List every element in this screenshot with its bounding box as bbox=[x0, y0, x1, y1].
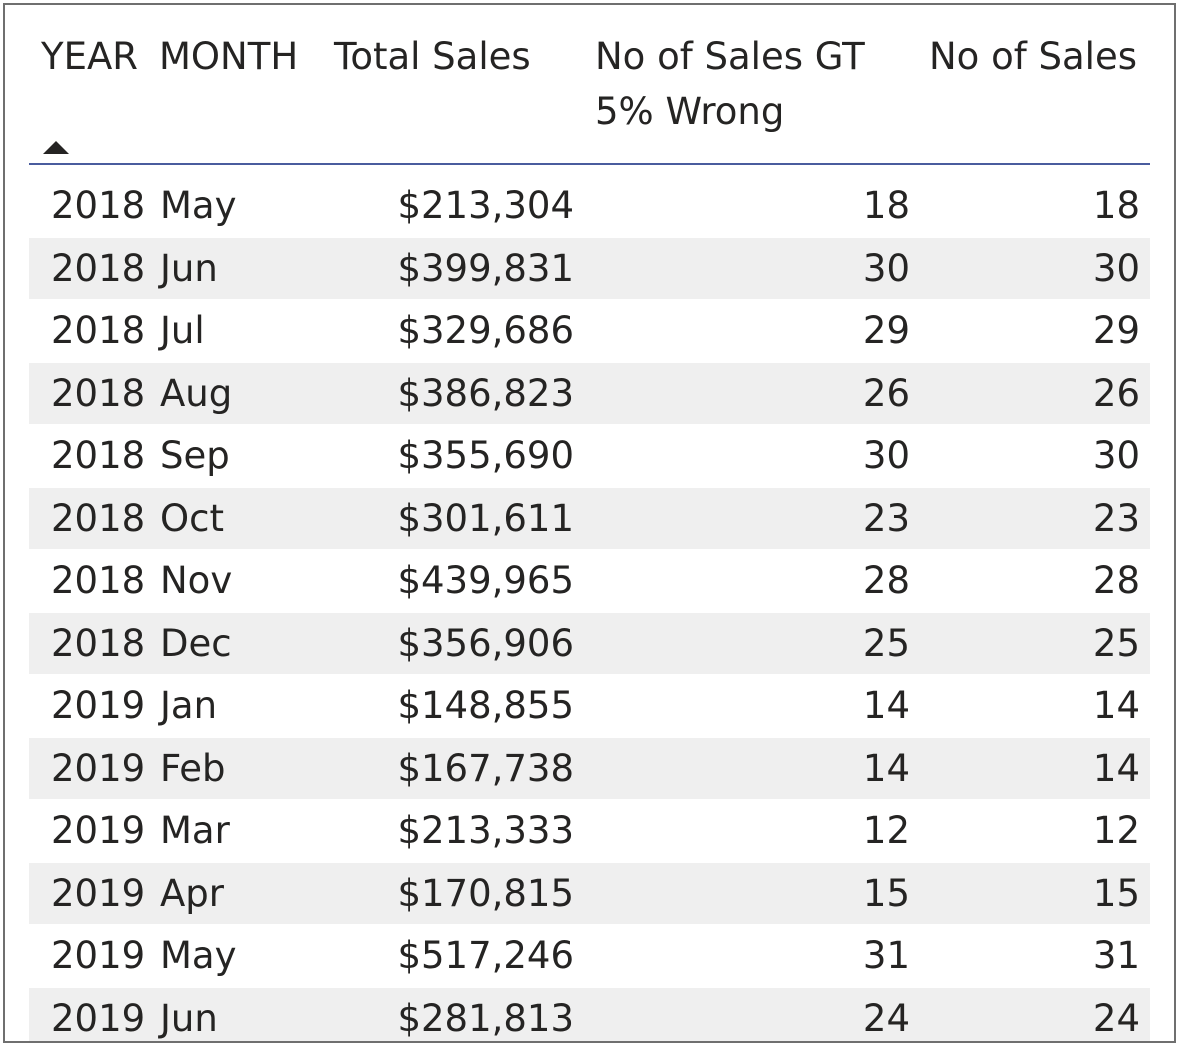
cell-total-sales: $439,965 bbox=[397, 550, 574, 612]
cell-year: 2019 bbox=[51, 800, 145, 862]
table-row[interactable]: 2018 Jun $399,831 30 30 bbox=[29, 238, 1150, 301]
cell-total-sales: $329,686 bbox=[397, 300, 574, 362]
table-visual-frame: YEAR MONTH Total Sales No of Sales GT 5%… bbox=[3, 3, 1176, 1043]
cell-year: 2019 bbox=[51, 988, 145, 1043]
sort-ascending-icon[interactable] bbox=[43, 141, 69, 154]
cell-month: Sep bbox=[160, 425, 230, 487]
cell-no-of-sales-gt-5-wrong: 29 bbox=[863, 300, 910, 362]
cell-no-of-sales-gt-5-wrong: 28 bbox=[863, 550, 910, 612]
cell-total-sales: $170,815 bbox=[397, 863, 574, 925]
column-header-year[interactable]: YEAR bbox=[41, 29, 138, 84]
cell-no-of-sales: 26 bbox=[1093, 363, 1140, 425]
cell-total-sales: $281,813 bbox=[397, 988, 574, 1043]
cell-no-of-sales: 14 bbox=[1093, 675, 1140, 737]
cell-year: 2019 bbox=[51, 863, 145, 925]
cell-month: Mar bbox=[160, 800, 230, 862]
header-divider bbox=[29, 163, 1150, 165]
cell-total-sales: $399,831 bbox=[397, 238, 574, 300]
cell-month: Jun bbox=[160, 238, 218, 300]
cell-month: Dec bbox=[160, 613, 232, 675]
cell-total-sales: $386,823 bbox=[397, 363, 574, 425]
cell-month: Jan bbox=[160, 675, 217, 737]
cell-no-of-sales-gt-5-wrong: 30 bbox=[863, 238, 910, 300]
cell-year: 2018 bbox=[51, 425, 145, 487]
cell-total-sales: $356,906 bbox=[397, 613, 574, 675]
cell-no-of-sales: 28 bbox=[1093, 550, 1140, 612]
cell-month: Aug bbox=[160, 363, 232, 425]
cell-year: 2018 bbox=[51, 613, 145, 675]
table-row[interactable]: 2019 Jan $148,855 14 14 bbox=[29, 675, 1150, 738]
cell-no-of-sales: 12 bbox=[1093, 800, 1140, 862]
cell-no-of-sales: 14 bbox=[1093, 738, 1140, 800]
column-header-total-sales[interactable]: Total Sales bbox=[334, 29, 531, 84]
cell-year: 2018 bbox=[51, 300, 145, 362]
cell-no-of-sales: 30 bbox=[1093, 238, 1140, 300]
cell-total-sales: $213,304 bbox=[397, 175, 574, 237]
cell-total-sales: $301,611 bbox=[397, 488, 574, 550]
cell-month: Nov bbox=[160, 550, 232, 612]
table-header: YEAR MONTH Total Sales No of Sales GT 5%… bbox=[29, 5, 1150, 163]
cell-no-of-sales-gt-5-wrong: 14 bbox=[863, 675, 910, 737]
cell-no-of-sales-gt-5-wrong: 24 bbox=[863, 988, 910, 1043]
cell-no-of-sales: 29 bbox=[1093, 300, 1140, 362]
cell-month: May bbox=[160, 175, 237, 237]
cell-no-of-sales-gt-5-wrong: 18 bbox=[863, 175, 910, 237]
cell-year: 2018 bbox=[51, 550, 145, 612]
cell-no-of-sales-gt-5-wrong: 14 bbox=[863, 738, 910, 800]
column-header-no-of-sales-gt-5-wrong[interactable]: No of Sales GT 5% Wrong bbox=[595, 29, 895, 139]
cell-total-sales: $167,738 bbox=[397, 738, 574, 800]
cell-month: Oct bbox=[160, 488, 224, 550]
cell-year: 2019 bbox=[51, 925, 145, 987]
cell-no-of-sales: 24 bbox=[1093, 988, 1140, 1043]
cell-no-of-sales-gt-5-wrong: 15 bbox=[863, 863, 910, 925]
cell-total-sales: $213,333 bbox=[397, 800, 574, 862]
cell-no-of-sales-gt-5-wrong: 12 bbox=[863, 800, 910, 862]
cell-no-of-sales: 30 bbox=[1093, 425, 1140, 487]
cell-total-sales: $517,246 bbox=[397, 925, 574, 987]
column-header-no-of-sales[interactable]: No of Sales bbox=[929, 29, 1137, 84]
cell-no-of-sales: 18 bbox=[1093, 175, 1140, 237]
cell-year: 2018 bbox=[51, 238, 145, 300]
cell-no-of-sales: 31 bbox=[1093, 925, 1140, 987]
cell-no-of-sales-gt-5-wrong: 30 bbox=[863, 425, 910, 487]
cell-month: Apr bbox=[160, 863, 224, 925]
cell-year: 2018 bbox=[51, 175, 145, 237]
cell-month: May bbox=[160, 925, 237, 987]
cell-total-sales: $148,855 bbox=[397, 675, 574, 737]
cell-no-of-sales: 23 bbox=[1093, 488, 1140, 550]
cell-no-of-sales-gt-5-wrong: 25 bbox=[863, 613, 910, 675]
cell-no-of-sales-gt-5-wrong: 23 bbox=[863, 488, 910, 550]
cell-year: 2018 bbox=[51, 363, 145, 425]
cell-year: 2018 bbox=[51, 488, 145, 550]
column-header-month[interactable]: MONTH bbox=[159, 29, 298, 84]
table-row[interactable]: 2019 Jun $281,813 24 24 bbox=[29, 988, 1150, 1043]
cell-month: Jun bbox=[160, 988, 218, 1043]
table-row[interactable]: 2018 Jul $329,686 29 29 bbox=[29, 300, 1150, 363]
cell-no-of-sales: 25 bbox=[1093, 613, 1140, 675]
cell-total-sales: $355,690 bbox=[397, 425, 574, 487]
cell-year: 2019 bbox=[51, 738, 145, 800]
cell-no-of-sales-gt-5-wrong: 31 bbox=[863, 925, 910, 987]
sales-table: YEAR MONTH Total Sales No of Sales GT 5%… bbox=[29, 5, 1150, 163]
cell-no-of-sales: 15 bbox=[1093, 863, 1140, 925]
cell-no-of-sales-gt-5-wrong: 26 bbox=[863, 363, 910, 425]
cell-month: Jul bbox=[160, 300, 205, 362]
cell-year: 2019 bbox=[51, 675, 145, 737]
cell-month: Feb bbox=[160, 738, 226, 800]
